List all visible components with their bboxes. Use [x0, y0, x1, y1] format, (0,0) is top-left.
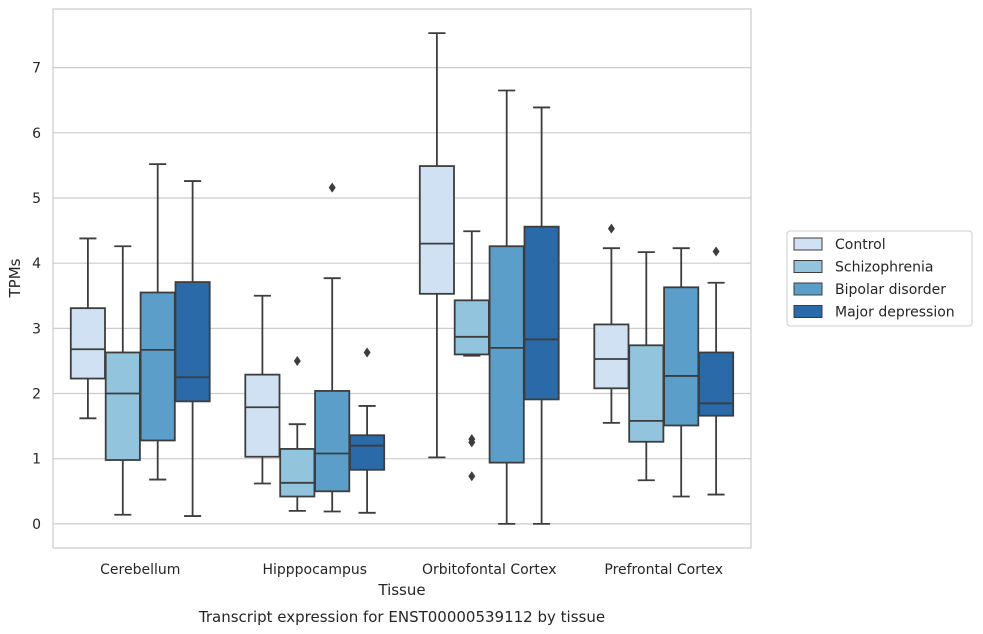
legend-items: Control Schizophrenia Bipolar disorder Majo… — [793, 237, 955, 321]
box-iqr — [349, 434, 386, 471]
y-axis-label: TPMs — [6, 258, 24, 298]
x-axis-label: Tissue — [377, 581, 425, 599]
box-group — [174, 180, 211, 517]
box-iqr — [244, 373, 281, 458]
outlier-point — [468, 437, 476, 448]
y-tick-labels: 0 1 2 3 4 5 6 7 — [32, 61, 41, 533]
y-tick-label: 6 — [32, 126, 41, 142]
legend-swatch — [793, 237, 823, 251]
box-group — [418, 32, 455, 459]
legend-label: Major depression — [835, 305, 955, 321]
plot-frame — [52, 8, 752, 549]
legend-label: Schizophrenia — [835, 260, 933, 276]
box-group — [488, 89, 525, 525]
y-tick-label: 0 — [32, 517, 41, 533]
box-iqr — [104, 351, 141, 461]
box-iqr — [453, 299, 490, 356]
x-tick-label: Orbitofontal Cortex — [422, 562, 557, 578]
box-group — [139, 163, 176, 481]
box-plots — [69, 32, 735, 525]
y-tick-label: 7 — [32, 61, 41, 77]
outlier-point — [293, 355, 301, 366]
outlier-point — [328, 182, 336, 193]
outlier-point — [468, 471, 476, 482]
box-iqr — [698, 351, 735, 417]
x-tick-label: Hipppocampus — [262, 562, 367, 578]
legend-label: Control — [835, 237, 886, 253]
outlier-point — [712, 246, 720, 257]
box-group — [104, 245, 141, 516]
legend-frame — [786, 230, 973, 327]
x-tick-label: Prefrontal Cortex — [604, 562, 723, 578]
outlier-point — [607, 223, 615, 234]
y-tick-label: 4 — [32, 256, 41, 272]
box-iqr — [174, 281, 211, 403]
box-group — [314, 182, 351, 513]
box-iqr — [69, 307, 106, 380]
box-group — [663, 247, 700, 498]
x-tick-labels: Cerebellum Hipppocampus Orbitofontal Corte… — [100, 562, 723, 578]
box-iqr — [314, 390, 351, 493]
box-iqr — [279, 448, 316, 498]
box-iqr — [628, 344, 665, 443]
box-iqr — [139, 291, 176, 442]
box-iqr — [663, 286, 700, 427]
box-group — [244, 294, 281, 485]
box-iqr — [418, 165, 455, 295]
legend-label: Bipolar disorder — [835, 282, 946, 298]
box-iqr — [488, 245, 525, 464]
legend-swatch — [793, 305, 823, 318]
box-group — [453, 230, 490, 482]
y-tick-label: 5 — [32, 191, 41, 207]
legend-swatch — [793, 260, 823, 273]
y-tick-label: 3 — [32, 321, 41, 337]
box-group — [279, 355, 316, 512]
y-tick-label: 1 — [32, 452, 41, 468]
x-tick-label: Cerebellum — [100, 562, 180, 578]
box-group — [523, 106, 560, 525]
y-tick-label: 2 — [32, 387, 41, 403]
chart-caption: Transcript expression for ENST0000053911… — [198, 608, 605, 626]
outlier-point — [363, 347, 371, 358]
box-group — [593, 223, 630, 424]
box-iqr — [523, 225, 560, 401]
legend: Control Schizophrenia Bipolar disorder Majo… — [786, 230, 973, 327]
legend-swatch — [793, 282, 823, 296]
box-group — [349, 347, 386, 514]
box-group — [698, 246, 735, 496]
box-group — [628, 251, 665, 482]
box-group — [69, 237, 106, 420]
box-iqr — [593, 323, 630, 390]
